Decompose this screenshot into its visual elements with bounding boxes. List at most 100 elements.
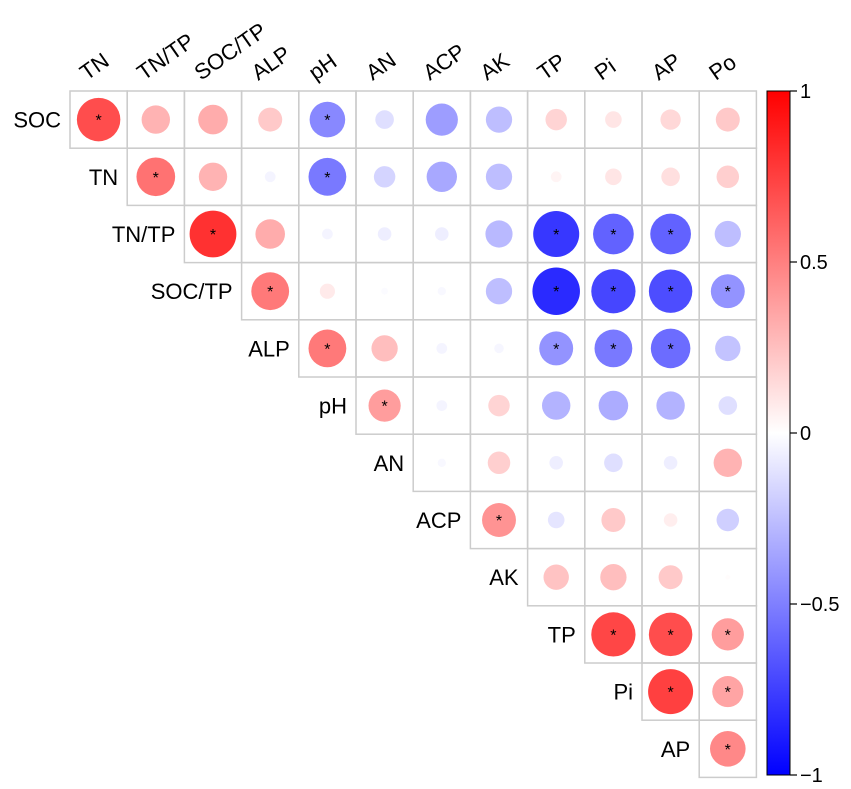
correlation-circle-pH-Po [718, 396, 738, 415]
correlation-circle-SOC-TN [76, 97, 121, 142]
correlation-circle-AK-Po [725, 574, 731, 580]
correlation-circle-ACP-Pi [601, 508, 626, 532]
correlation-circle-AN-Pi [604, 453, 623, 473]
correlation-circle-TN/TP-Pi [593, 213, 634, 255]
correlation-circle-AN-AK [487, 451, 511, 475]
colorbar-tick-label: 0 [800, 423, 811, 445]
correlation-circle-TN-ACP [426, 161, 457, 192]
row-label: SOC/TP [151, 279, 233, 304]
correlation-circle-TN/TP-AP [650, 213, 691, 255]
row-label: TN/TP [112, 222, 176, 247]
significance-star: * [267, 284, 273, 301]
correlation-circle-pH-AP [656, 391, 685, 420]
row-label: TN [89, 165, 118, 190]
row-label: AN [374, 451, 405, 476]
colorbar-gradient [766, 90, 791, 776]
column-label: AN [361, 47, 400, 85]
significance-star: * [725, 627, 731, 644]
significance-star: * [324, 341, 330, 358]
correlation-circle-TN/TP-TP [533, 210, 580, 258]
correlation-circle-AN-TP [549, 456, 563, 470]
correlation-circle-SOC/TP-AN [381, 287, 388, 295]
correlation-circle-TP-AP [648, 612, 693, 657]
correlation-circle-TN/TP-AK [485, 220, 513, 248]
correlation-circle-TN/TP-pH [322, 228, 333, 240]
correlation-circle-TN-AK [485, 163, 513, 190]
correlation-circles [76, 97, 746, 767]
significance-star: * [610, 284, 616, 301]
column-label: Pi [590, 53, 620, 85]
correlation-circle-ALP-Pi [594, 329, 633, 368]
correlation-circle-ACP-TP [547, 511, 565, 529]
column-label: ACP [418, 39, 469, 85]
correlation-circle-SOC-Pi [605, 111, 622, 128]
correlation-circle-TN-AN [373, 166, 396, 188]
correlation-circle-SOC-ALP [258, 107, 283, 132]
correlation-circle-ALP-Po [715, 335, 741, 362]
correlation-circle-TN-Pi [605, 168, 622, 186]
row-label: ACP [416, 508, 461, 533]
correlation-circle-SOC/TP-ACP [437, 287, 446, 296]
column-label: TN [75, 48, 113, 85]
correlation-circle-pH-TP [542, 391, 571, 420]
correlation-circle-TN/TP-ACP [435, 227, 449, 241]
correlation-circle-pH-AN [368, 389, 401, 422]
row-label: TP [548, 622, 576, 647]
row-label: pH [319, 394, 347, 419]
significance-star: * [667, 341, 673, 358]
column-label: Po [704, 49, 740, 85]
correlation-circle-SOC/TP-Po [710, 274, 745, 309]
correlation-circle-ALP-ACP [436, 343, 448, 354]
correlation-circle-SOC-AP [660, 109, 681, 130]
colorbar-tick-label: −0.5 [800, 594, 839, 616]
correlation-circle-ACP-AK [482, 503, 516, 537]
correlation-circle-TN-TN/TP [136, 157, 176, 197]
correlation-circle-AN-Po [713, 448, 742, 477]
correlation-circle-AN-AP [663, 456, 678, 470]
correlation-circle-SOC/TP-pH [319, 283, 335, 299]
correlation-circle-SOC-AK [485, 106, 513, 133]
correlation-circle-pH-Pi [598, 390, 629, 421]
significance-star: * [725, 742, 731, 759]
correlation-circle-TN-pH [308, 157, 347, 196]
row-label: ALP [248, 336, 290, 361]
row-labels: SOC TN TN/TP SOC/TP ALP pH AN ACP AK TP Pi AP [13, 108, 690, 762]
correlation-circle-TN/TP-SOC/TP [189, 210, 237, 258]
correlation-circle-Pi-AP [648, 669, 694, 715]
significance-star: * [553, 284, 559, 301]
correlation-circle-AN-ACP [437, 458, 446, 467]
row-label: SOC [13, 108, 61, 133]
grid-cells [69, 90, 758, 779]
row-label: AK [489, 565, 519, 590]
correlation-circle-SOC/TP-ALP [251, 272, 290, 311]
correlation-circle-SOC-Po [715, 107, 740, 132]
correlation-circle-pH-AK [488, 394, 510, 417]
column-label: TN/TP [132, 28, 198, 85]
significance-star: * [553, 341, 559, 358]
correlation-circle-AK-Pi [600, 564, 627, 591]
significance-star: * [210, 227, 216, 244]
correlation-circle-TN-ALP [264, 171, 276, 183]
correlation-circle-SOC/TP-AK [485, 278, 513, 305]
significance-star: * [667, 685, 673, 702]
significance-star: * [95, 113, 101, 130]
colorbar-tick-label: 1 [800, 81, 811, 103]
significance-markers: * * * * * * * * * * * * * * * * * * * * * * * * * [95, 113, 730, 759]
correlation-circle-AK-TP [543, 564, 569, 590]
correlation-circle-TN/TP-AN [377, 227, 392, 241]
row-label: Pi [613, 680, 633, 705]
correlation-circle-ALP-AK [494, 343, 504, 354]
colorbar-tick-label: −1 [800, 765, 823, 787]
correlation-circle-TN/TP-ALP [255, 219, 285, 249]
correlation-circle-ALP-pH [308, 329, 347, 368]
significance-star: * [725, 284, 731, 301]
correlation-circle-SOC-AN [375, 110, 394, 129]
correlation-circle-ALP-TP [539, 331, 574, 366]
correlation-circle-Pi-Po [712, 676, 744, 708]
correlation-circle-TN-TP [550, 171, 562, 183]
row-label: AP [661, 737, 690, 762]
correlation-circle-ACP-AP [663, 513, 678, 527]
correlation-circle-SOC-TN/TP [141, 105, 170, 134]
correlation-circle-TN-AP [661, 167, 680, 187]
